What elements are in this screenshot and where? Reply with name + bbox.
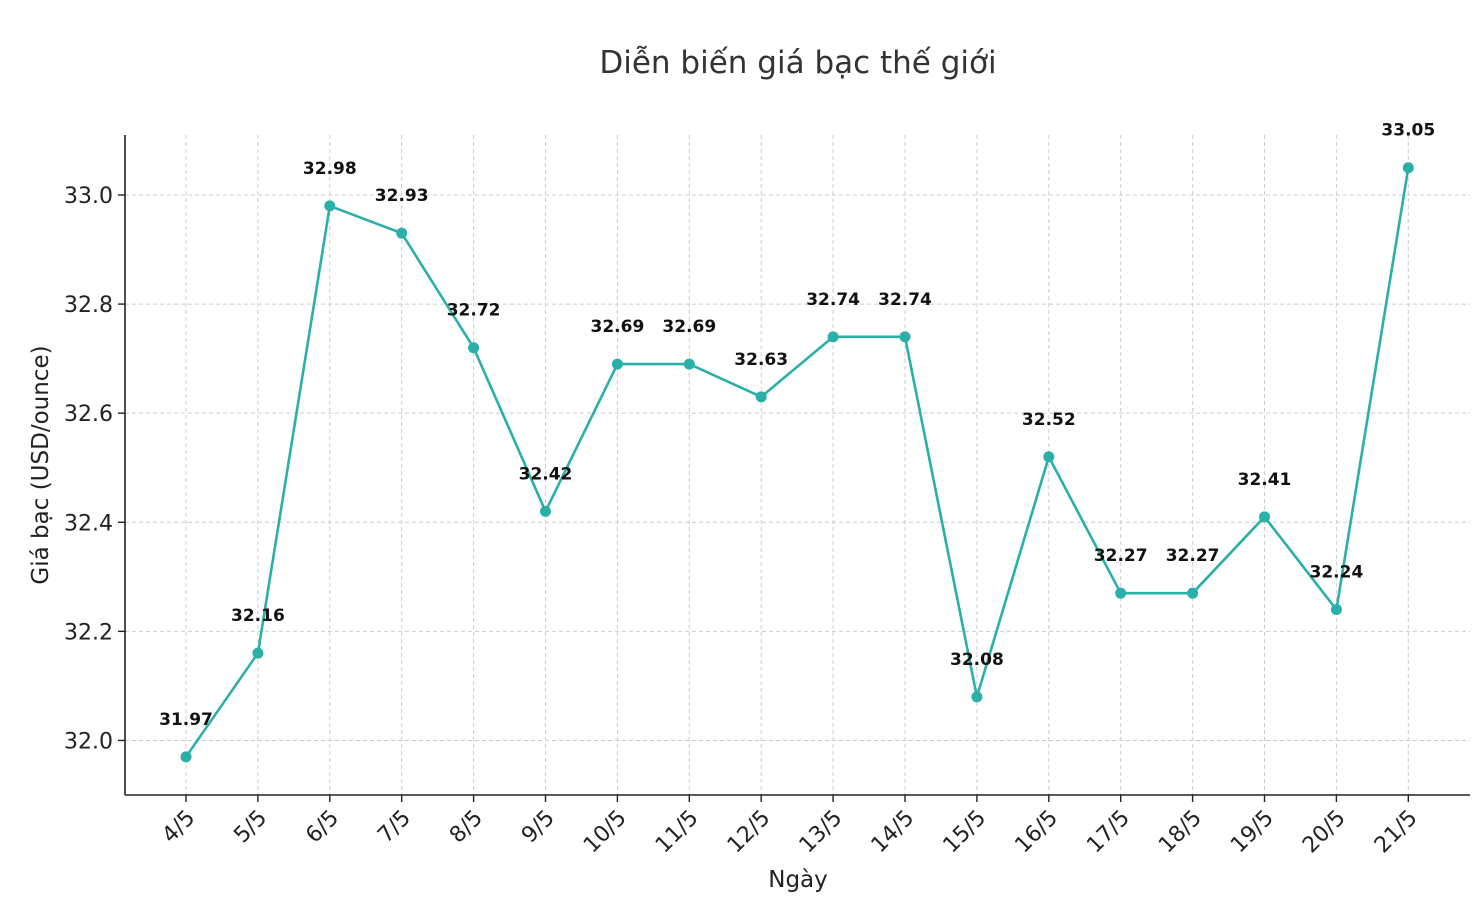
data-point [540,505,551,517]
data-label: 32.69 [591,317,645,337]
x-tick-label: 10/5 [579,806,632,859]
x-tick-label: 7/5 [373,806,416,849]
x-tick-label: 9/5 [517,806,560,849]
data-point [180,751,192,763]
data-point [755,391,767,403]
data-point [1187,587,1199,599]
data-label: 32.72 [447,301,501,321]
axes [124,135,1470,796]
data-label: 32.41 [1238,470,1292,490]
data-label: 32.08 [950,650,1004,670]
data-point [827,331,839,343]
data-label: 33.05 [1381,121,1435,141]
data-point [1259,511,1270,523]
data-label: 32.74 [878,290,932,310]
y-tick-label: 32.8 [64,293,113,318]
data-point [1402,162,1414,174]
x-tick-label: 12/5 [723,806,776,859]
data-point [396,227,408,239]
data-label: 32.27 [1094,546,1148,566]
data-point [324,200,336,212]
data-label: 32.24 [1310,563,1364,583]
x-tick-label: 13/5 [795,806,848,859]
data-label: 32.52 [1022,410,1076,430]
y-tick-label: 32.2 [64,620,113,645]
chart-title: Diễn biến giá bạc thế giới [599,45,996,81]
y-tick-label: 32.0 [64,729,113,754]
x-tick-label: 15/5 [939,806,992,859]
x-tick-label: 16/5 [1010,806,1063,859]
x-tick-label: 5/5 [229,806,272,849]
data-point [1115,587,1127,599]
y-axis-label: Giá bạc (USD/ounce) [28,345,54,584]
data-points [180,162,1414,763]
data-label: 32.16 [231,606,285,626]
x-axis-label: Ngày [768,867,828,893]
x-tick-label: 14/5 [867,806,920,859]
y-ticks: 32.0 32.2 32.4 32.6 32.8 33.0 [64,184,125,754]
data-label: 32.27 [1166,546,1220,566]
data-label: 32.42 [519,464,573,484]
x-tick-label: 18/5 [1154,806,1207,859]
y-tick-label: 33.0 [64,184,113,209]
data-labels: 31.97 32.16 32.98 32.93 32.72 32.42 32.69 32.69… [159,121,1435,730]
data-point [1330,604,1342,616]
x-tick-label: 6/5 [301,806,344,849]
x-tick-label: 17/5 [1082,806,1135,859]
data-label: 32.98 [303,159,357,179]
y-tick-label: 32.4 [64,511,113,536]
grid [125,135,1470,795]
x-tick-label: 4/5 [158,806,201,849]
data-label: 31.97 [159,710,213,730]
x-tick-label: 21/5 [1370,806,1423,859]
x-tick-label: 8/5 [445,806,488,849]
data-point [683,358,695,370]
x-tick-label: 11/5 [651,806,704,859]
data-label: 32.74 [806,290,860,310]
x-tick-label: 20/5 [1298,806,1351,859]
data-label: 32.93 [375,186,429,206]
data-point [971,691,983,703]
data-label: 32.63 [734,350,788,370]
data-point [252,647,264,659]
data-point [611,358,623,370]
y-tick-label: 32.6 [64,402,113,427]
data-point [899,331,911,343]
x-tick-label: 19/5 [1226,806,1279,859]
data-point [1043,451,1055,463]
series-line [184,167,1410,758]
data-point [468,342,480,354]
data-label: 32.69 [662,317,716,337]
x-ticks: 4/5 5/5 6/5 7/5 8/5 9/5 10/5 11/5 12/5 13/5 14/5 15… [158,795,1423,858]
